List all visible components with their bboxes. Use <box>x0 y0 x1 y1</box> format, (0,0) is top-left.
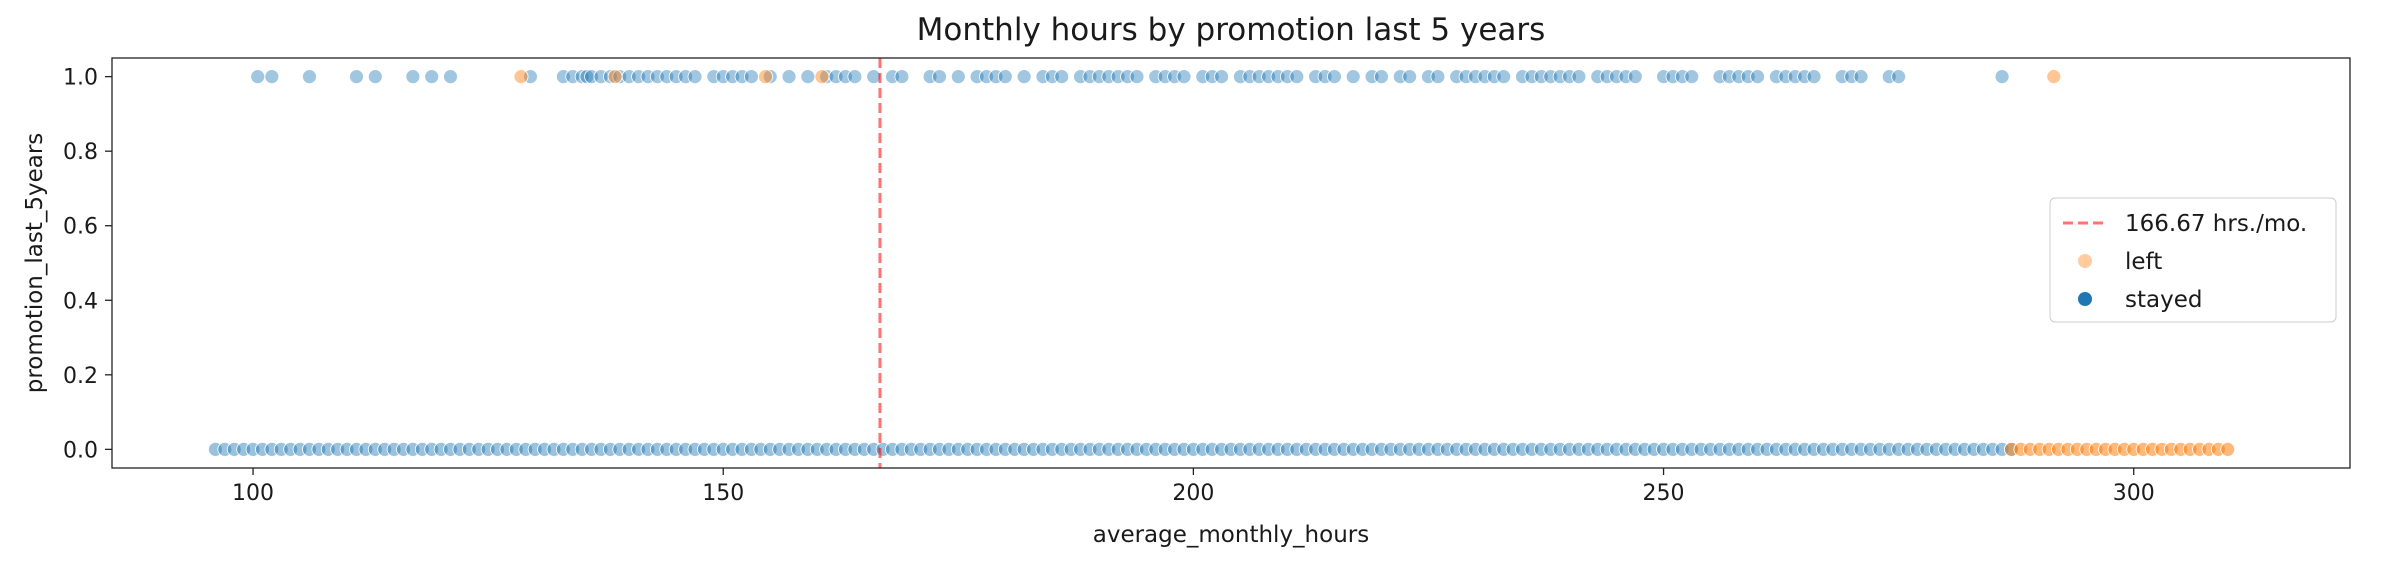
stayed-point <box>302 69 317 85</box>
stayed-point <box>349 69 364 85</box>
x-tick-label: 200 <box>1172 481 1214 506</box>
legend-box <box>2049 197 2337 323</box>
stayed-point <box>894 69 910 85</box>
stayed-point <box>1627 69 1643 85</box>
y-tick-label: 1.0 <box>63 66 98 91</box>
left-point <box>814 69 830 85</box>
stayed-point <box>950 69 966 85</box>
stayed-point <box>781 69 797 85</box>
stayed-point <box>1214 69 1229 85</box>
x-tick-label: 100 <box>232 481 274 506</box>
chart-title: Monthly hours by promotion last 5 years <box>917 12 1546 48</box>
axes: 100 150 200 250 300 0.0 0.2 0.4 0.6 0.8 1.0 <box>63 66 2155 506</box>
left-point <box>607 69 623 85</box>
legend-stayed-marker <box>2078 292 2092 306</box>
stayed-point <box>1054 69 1070 85</box>
x-tick-label: 300 <box>2113 481 2155 506</box>
stayed-point <box>800 69 816 85</box>
left-point <box>513 69 529 85</box>
y-axis-label: promotion_last_5years <box>22 133 48 394</box>
stayed-point <box>367 69 383 85</box>
legend-left-marker <box>2078 254 2092 268</box>
stayed-point <box>997 69 1013 85</box>
y-tick-label: 0.2 <box>63 364 98 389</box>
y-tick-label: 0.6 <box>63 215 98 240</box>
stayed-point <box>847 69 863 85</box>
stayed-point <box>1327 69 1342 85</box>
stayed-point <box>1176 69 1192 85</box>
y-tick-label: 0.4 <box>63 289 98 314</box>
x-tick-label: 250 <box>1643 481 1685 506</box>
stayed-point <box>1430 69 1446 85</box>
legend-reference-line-label: 166.67 hrs./mo. <box>2125 211 2307 237</box>
plot-marks <box>208 58 2236 468</box>
left-point <box>2220 441 2236 457</box>
stayed-point <box>405 69 421 85</box>
stayed-point <box>1994 69 2010 85</box>
stayed-point <box>1289 69 1305 85</box>
stayed-point <box>1891 69 1907 85</box>
stayed-point <box>264 69 280 85</box>
stayed-point <box>1571 69 1587 85</box>
stayed-point <box>1129 69 1145 85</box>
y-tick-label: 0.0 <box>63 438 98 463</box>
stayed-point <box>1853 69 1869 85</box>
y-tick-label: 0.8 <box>63 140 98 165</box>
stayed-point <box>1402 69 1418 85</box>
stayed-point <box>250 69 266 85</box>
stayed-point <box>1016 69 1032 85</box>
legend: 166.67 hrs./mo. left stayed <box>2049 197 2337 323</box>
plot-frame <box>111 57 2351 469</box>
legend-left-label: left <box>2125 249 2162 275</box>
x-tick-label: 150 <box>702 481 744 506</box>
stayed-point <box>1806 69 1822 85</box>
stayed-point <box>424 69 440 85</box>
left-point <box>758 69 773 85</box>
stayed-point <box>687 69 703 85</box>
stayed-point <box>762 69 778 85</box>
left-point <box>2046 69 2062 85</box>
stayed-point <box>1750 69 1765 85</box>
stayed-point <box>443 69 458 85</box>
stayed-point <box>1345 69 1361 85</box>
x-axis-label: average_monthly_hours <box>1093 522 1369 548</box>
stayed-point <box>932 69 947 85</box>
stayed-point <box>1684 69 1700 85</box>
legend-stayed-label: stayed <box>2125 287 2202 313</box>
stayed-point <box>1496 69 1512 85</box>
stayed-point <box>744 69 759 85</box>
stayed-point <box>1374 69 1389 85</box>
